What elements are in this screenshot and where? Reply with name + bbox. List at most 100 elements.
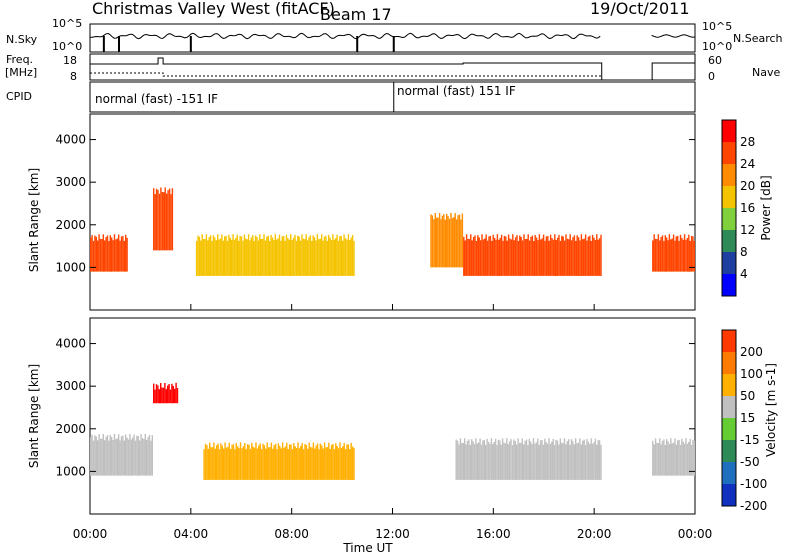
cell-3-25: [490, 438, 493, 480]
cell-4-88: [586, 240, 588, 276]
cell-4-6: [660, 444, 662, 476]
power-colorbar: 4 8 12 16 20 24 28: [721, 119, 755, 297]
cell-4-25: [498, 239, 500, 276]
cell-3-51: [527, 445, 529, 480]
cell-1-2: [155, 384, 158, 404]
nsearch-label: N.Search: [733, 32, 783, 45]
cell-2-91: [330, 444, 333, 480]
cell-2-97: [339, 442, 341, 480]
cell-4-19: [678, 439, 680, 476]
cell-4-17: [486, 240, 489, 276]
cell-2-33: [249, 449, 252, 480]
cell-4-67: [556, 237, 559, 276]
cell-4-95: [596, 234, 598, 276]
velocity-yticks: 1000 2000 3000 4000: [55, 337, 695, 478]
cell-2-81: [309, 235, 312, 276]
cell-0-36: [140, 434, 142, 476]
cell-5-8: [663, 241, 665, 272]
nave-top-tick: 60: [708, 54, 722, 67]
cell-4-80: [575, 241, 577, 276]
power-cb-tick-0: 4: [740, 267, 748, 281]
freq-unit: [MHz]: [5, 66, 37, 79]
cell-2-29: [236, 234, 238, 276]
cell-2-14: [223, 448, 225, 480]
cell-2-1: [204, 443, 207, 480]
cell-2-52: [269, 241, 271, 276]
cell-3-24: [489, 443, 491, 480]
cell-1-11: [168, 188, 171, 251]
cell-4-29: [692, 439, 694, 476]
cell-2-48: [263, 234, 265, 276]
cell-4-4: [468, 239, 471, 276]
cell-5-22: [682, 239, 684, 272]
cell-4-82: [577, 237, 580, 276]
cell-0-27: [127, 439, 130, 476]
cell-5-0: [652, 240, 654, 272]
cell-4-18: [488, 236, 490, 276]
velocity-cb-swatch-5: [722, 374, 736, 396]
cell-4-2: [465, 234, 468, 276]
cell-2-56: [281, 442, 284, 480]
cell-1-3: [157, 189, 159, 251]
velocity-cb-swatch-6: [722, 352, 736, 374]
cell-0-24: [123, 440, 125, 476]
cell-3-46: [520, 442, 522, 480]
freq-label: Freq.: [6, 53, 33, 66]
cell-2-101: [344, 449, 347, 480]
velocity-cb-swatch-2: [722, 440, 736, 462]
nsky-trace-late: [651, 34, 695, 38]
cell-3-21: [460, 219, 462, 268]
power-panel: 1000 2000 3000 4000 Slant Range [km] 4 8 12 16…: [27, 113, 773, 311]
cell-1-7: [162, 387, 165, 404]
cell-0-32: [134, 440, 137, 476]
cell-3-72: [556, 440, 559, 480]
cell-2-63: [291, 449, 294, 480]
cell-2-102: [346, 444, 348, 480]
cell-4-68: [558, 234, 560, 276]
cell-2-59: [286, 442, 288, 480]
cell-2-100: [336, 234, 338, 276]
cell-2-45: [259, 234, 261, 276]
cell-3-22: [486, 438, 488, 480]
cell-4-94: [594, 240, 597, 276]
x-axis: 00:00 04:00 08:00 12:00 16:00 20:00 00:00: [73, 304, 712, 541]
cell-2-84: [313, 237, 316, 276]
cell-2-20: [224, 236, 226, 276]
cell-2-89: [321, 234, 323, 276]
cell-2-30: [238, 240, 240, 276]
cell-5-30: [693, 240, 695, 272]
cell-2-11: [218, 449, 221, 480]
cell-4-59: [545, 236, 548, 276]
x-axis-label: Time UT: [342, 541, 393, 554]
cell-3-35: [504, 443, 507, 480]
cell-1-5: [160, 187, 162, 251]
nsearch-top-tick: 10^5: [702, 20, 732, 33]
cell-2-85: [322, 448, 324, 480]
cell-2-1: [197, 235, 199, 276]
cell-3-84: [573, 444, 575, 480]
cell-3-9: [443, 214, 445, 268]
cell-0-42: [148, 434, 151, 476]
cell-2-106: [351, 446, 354, 480]
cell-3-57: [535, 442, 538, 480]
power-cb-frame: [721, 119, 737, 297]
cell-3-29: [496, 444, 498, 480]
cell-2-24: [237, 446, 239, 480]
cell-3-14: [450, 212, 452, 268]
cell-3-90: [582, 440, 584, 480]
cell-2-44: [257, 240, 260, 276]
cell-2-101: [337, 240, 340, 276]
cell-0-21: [119, 240, 121, 272]
cell-3-92: [584, 444, 587, 480]
cell-3-68: [551, 441, 553, 480]
cell-2-83: [312, 235, 314, 276]
cell-0-5: [97, 240, 99, 272]
cell-2-56: [274, 234, 276, 276]
cell-0-23: [122, 235, 124, 272]
cell-2-35: [252, 446, 254, 480]
cell-3-0: [455, 439, 457, 480]
cell-0-8: [101, 438, 103, 476]
cell-3-16: [453, 217, 455, 268]
power-cb-swatch-5: [722, 164, 736, 186]
nave-bottom-tick: 0: [708, 70, 715, 83]
